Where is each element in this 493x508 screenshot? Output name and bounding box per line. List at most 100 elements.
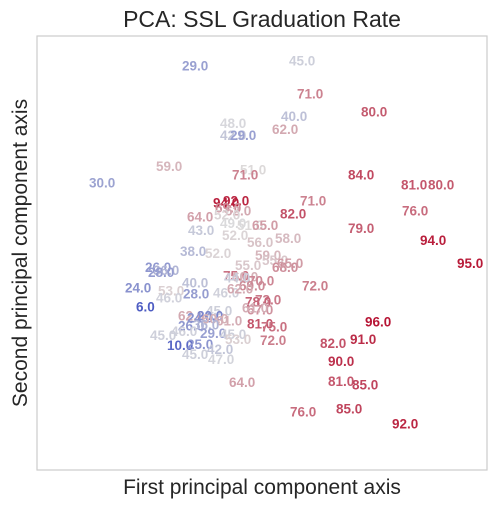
point-label: 61.0 (242, 301, 268, 316)
y-axis-label: Second principal component axis (9, 99, 32, 407)
point-label: 71.0 (232, 167, 258, 182)
point-label: 53.0 (225, 332, 251, 347)
point-label: 96.0 (365, 315, 391, 330)
point-label: 76.0 (290, 405, 316, 420)
point-label: 24.0 (187, 311, 213, 326)
point-label: 82.0 (320, 336, 346, 351)
data-points: 29.055.045.071.080.048.0 40.062.042.029.0… (89, 53, 483, 431)
point-label: 24.0 (125, 280, 151, 295)
point-label: 73.0 (255, 292, 281, 307)
point-label: 40.0 (281, 109, 307, 124)
x-axis-label: First principal component axis (123, 476, 401, 499)
point-label: 64.0 (229, 375, 255, 390)
point-label: 62.0 (227, 281, 253, 296)
point-label: 80.0 (428, 177, 454, 192)
point-label: 26.0 (145, 260, 171, 275)
point-label: 20.0 (197, 309, 223, 324)
point-label: 52.0 (205, 246, 231, 261)
point-label: 79.0 (348, 221, 374, 236)
point-label: 60.0 (232, 269, 258, 284)
point-label: 92.0 (223, 194, 249, 209)
point-label: 95.0 (457, 256, 483, 271)
point-label: 47.0 (208, 352, 234, 367)
point-label: 69.0 (239, 278, 265, 293)
point-label: 82.0 (280, 207, 306, 222)
point-label: 55.0 (235, 258, 261, 273)
point-label: 46.0 (213, 285, 239, 300)
point-label: 78.0 (245, 294, 271, 309)
point-label: 45.0 (182, 347, 208, 362)
point-label: 71.0 (297, 87, 323, 102)
point-label: 68.0 (272, 260, 298, 275)
point-label: 90.0 (328, 354, 354, 369)
point-label: 10.0 (167, 338, 193, 353)
point-label: 71.0 (300, 194, 326, 209)
point-label: 36.0 (153, 263, 179, 278)
point-label: 29.0 (182, 58, 208, 73)
point-label: 42.0 (207, 342, 233, 357)
point-label: 72.0 (302, 278, 328, 293)
point-label: 28.0 (148, 265, 174, 280)
point-label: 45.0 (206, 304, 232, 319)
point-label: 38.0 (180, 244, 206, 259)
point-label: 92.0 (392, 417, 418, 432)
point-label: 51.0 (237, 218, 263, 233)
chart-title: PCA: SSL Graduation Rate (123, 6, 401, 32)
point-label: 76.0 (402, 204, 428, 219)
point-label: 25.0 (187, 337, 213, 352)
point-label: 36.0 (193, 318, 219, 333)
point-label: 65.0 (252, 218, 278, 233)
point-label: 80.0 (361, 105, 387, 120)
point-label: 28.0 (183, 286, 209, 301)
point-label: 94.0 (420, 233, 446, 248)
point-label: 85.0 (336, 401, 362, 416)
point-label: 72.0 (260, 333, 286, 348)
point-label: 53.0 (158, 283, 184, 298)
point-label: 64.0 (187, 210, 213, 225)
point-label: 44.0 (224, 270, 250, 285)
point-label: 45.0 (220, 327, 246, 342)
point-label: 29.0 (200, 326, 226, 341)
point-label: 49.0 (220, 216, 246, 231)
point-label: 52.0 (222, 228, 248, 243)
point-label: 81.0 (247, 317, 273, 332)
point-label: 81.0 (328, 374, 354, 389)
point-label: 52.0 (214, 208, 240, 223)
point-label: 65.0 (277, 256, 303, 271)
point-label: 51.0 (240, 162, 266, 177)
point-label: 62.0 (225, 204, 251, 219)
point-label: 91.0 (350, 332, 376, 347)
point-label: 45.0 (289, 53, 315, 68)
plot-area-frame (36, 35, 488, 471)
point-label: 46.0 (171, 324, 197, 339)
point-label: 43.0 (188, 223, 214, 238)
point-label: 81.0 (401, 177, 427, 192)
point-label: 48.0 (220, 116, 246, 131)
point-label: 59.0 (156, 159, 182, 174)
point-label: 62.0 (178, 309, 204, 324)
point-label: 30.0 (89, 175, 115, 190)
point-label: 40.0 (182, 275, 208, 290)
point-label: 59.0 (255, 248, 281, 263)
point-label: 69.0 (215, 201, 241, 216)
point-label: 70.0 (248, 273, 274, 288)
point-label: 75.0 (223, 268, 249, 283)
point-label: 56.0 (247, 235, 273, 250)
point-label: 61.0 (216, 314, 242, 329)
point-label: 58.0 (275, 231, 301, 246)
point-label: 26.0 (178, 319, 204, 334)
point-label: 46.0 (156, 290, 182, 305)
point-label: 6.0 (136, 300, 155, 315)
point-label: 55.0 (262, 253, 288, 268)
point-label: 75.0 (261, 320, 287, 335)
point-label: 29.0 (230, 128, 256, 143)
point-label: 42.0 (220, 128, 246, 143)
point-label: 67.0 (247, 303, 273, 318)
point-label: 62.0 (272, 122, 298, 137)
point-label: 94.0 (213, 196, 239, 211)
point-label: 60.0 (202, 312, 228, 327)
point-label: 84.0 (348, 167, 374, 182)
point-label: 85.0 (352, 377, 378, 392)
point-label: 45.0 (150, 328, 176, 343)
